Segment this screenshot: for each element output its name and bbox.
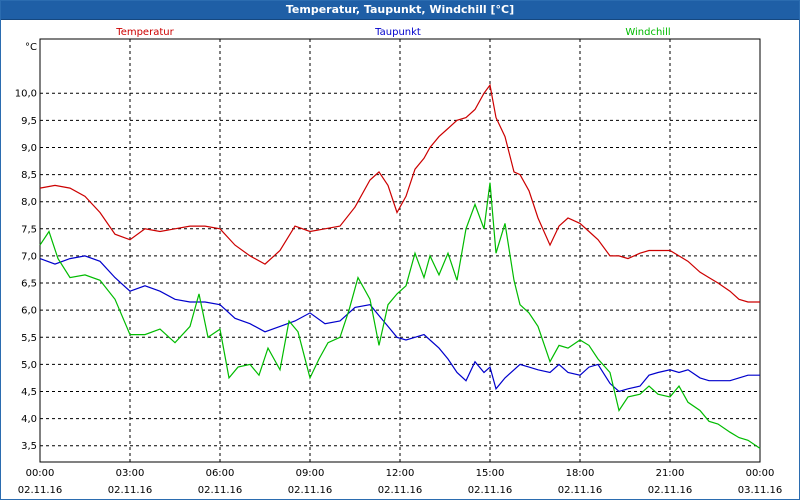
series-line-windchill	[39, 182, 761, 449]
x-tick-time: 06:00	[206, 468, 235, 479]
y-tick-label: 8,0	[21, 197, 37, 208]
y-tick-label: 3,5	[21, 441, 37, 452]
y-tick-label: 7,5	[21, 224, 37, 235]
x-tick-time: 18:00	[566, 468, 595, 479]
line-chart: 3,5 4,0 4,5 5,0 5,5 6,0 6,5 7,0 7,5 8,0 8,5 9,0 9,5 1…	[15, 27, 783, 496]
x-tick-time: 15:00	[476, 468, 505, 479]
x-tick-date: 02.11.16	[468, 485, 513, 496]
x-tick-date: 02.11.16	[288, 485, 333, 496]
legend-item: Windchill	[625, 27, 670, 38]
x-tick-date: 02.11.16	[108, 485, 153, 496]
x-tick-date: 03.11.16	[738, 485, 783, 496]
x-tick-time: 00:00	[26, 468, 55, 479]
y-tick-label: 8,5	[21, 170, 37, 181]
legend-item: Temperatur	[115, 27, 174, 38]
window-title: Temperatur, Taupunkt, Windchill [°C]	[285, 3, 515, 16]
legend-item: Taupunkt	[374, 27, 421, 38]
x-tick-time: 21:00	[656, 468, 685, 479]
y-tick-label: 9,5	[21, 116, 37, 127]
x-tick-date: 02.11.16	[558, 485, 603, 496]
x-tick-time: 03:00	[116, 468, 145, 479]
y-tick-label: 7,0	[21, 251, 37, 262]
x-tick-date: 02.11.16	[378, 485, 423, 496]
y-tick-label: 10,0	[15, 89, 37, 100]
y-tick-label: 5,5	[21, 333, 37, 344]
legend: Temperatur Taupunkt Windchill	[115, 27, 670, 38]
y-tick-label: 9,0	[21, 143, 37, 154]
x-tick-time: 09:00	[296, 468, 325, 479]
x-tick-date: 02.11.16	[648, 485, 693, 496]
x-tick-date: 02.11.16	[18, 485, 63, 496]
y-tick-label: 4,5	[21, 387, 37, 398]
x-tick-time: 00:00	[746, 468, 775, 479]
series-line-taupunkt	[39, 255, 760, 393]
y-tick-label: 6,5	[21, 279, 37, 290]
x-tick-date: 02.11.16	[198, 485, 243, 496]
series-lines	[39, 83, 761, 449]
x-tick-time: 12:00	[386, 468, 415, 479]
y-tick-label: 4,0	[21, 414, 37, 425]
y-tick-label: 6,0	[21, 306, 37, 317]
y-axis-ticks: 3,5 4,0 4,5 5,0 5,5 6,0 6,5 7,0 7,5 8,0 8,5 9,0 9,5 1…	[15, 89, 37, 453]
series-line-temperatur	[39, 83, 760, 303]
grid-lines	[40, 39, 760, 462]
y-axis-label: °C	[25, 42, 37, 53]
y-tick-label: 5,0	[21, 360, 37, 371]
window-titlebar: Temperatur, Taupunkt, Windchill [°C]	[1, 1, 799, 20]
x-axis-ticks: 00:00 02.11.16 03:00 02.11.16 06:00 02.11.16 0…	[18, 468, 783, 496]
